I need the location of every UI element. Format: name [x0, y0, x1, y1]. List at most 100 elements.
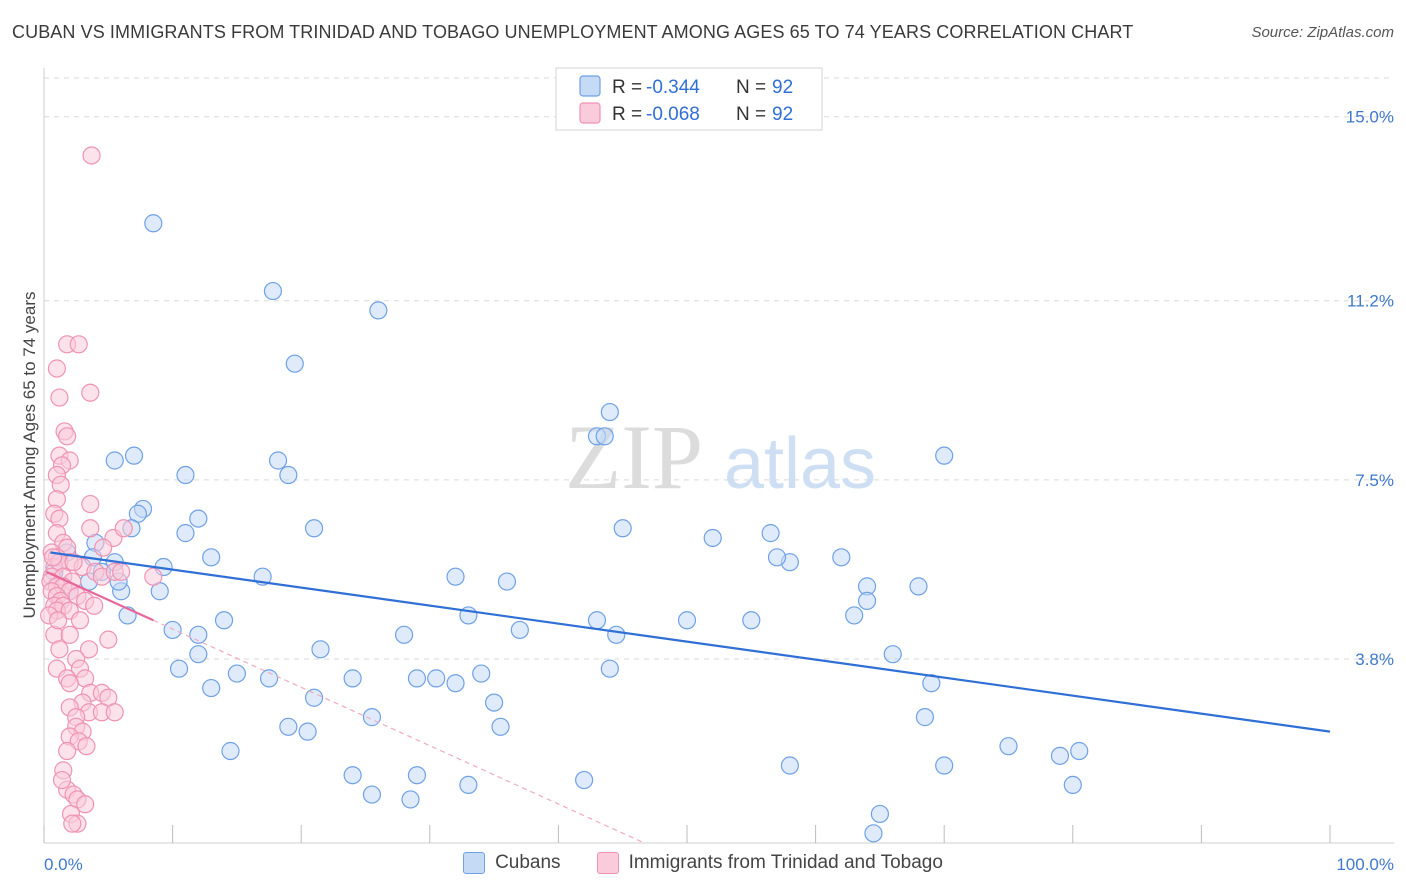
- x-tick-label-right: 100.0%: [1336, 855, 1394, 874]
- trend-lines: [46, 551, 1331, 844]
- point-cubans: [497, 572, 517, 591]
- point-cubans: [1050, 746, 1070, 765]
- point-cubans: [176, 524, 195, 543]
- point-cubans: [915, 708, 935, 727]
- point-trinidad: [105, 703, 124, 722]
- point-cubans: [227, 664, 246, 683]
- point-cubans: [343, 669, 362, 688]
- stats-legend: R = -0.344 N = 92 R = -0.068 N = 92: [555, 67, 823, 131]
- point-cubans: [446, 567, 465, 586]
- point-cubans: [864, 824, 883, 843]
- legend-item-cubans[interactable]: Cubans: [463, 852, 561, 874]
- point-cubans: [677, 611, 697, 630]
- y-tick-label: 7.5%: [1355, 471, 1394, 490]
- point-cubans: [259, 669, 279, 688]
- stats-n-value: 92: [772, 104, 793, 125]
- point-cubans: [202, 548, 221, 567]
- point-cubans: [1070, 741, 1089, 761]
- point-cubans: [767, 548, 787, 567]
- point-cubans: [105, 451, 124, 470]
- point-trinidad: [50, 388, 69, 407]
- point-cubans: [394, 625, 414, 644]
- gridlines: [44, 77, 1394, 660]
- point-trinidad: [58, 741, 77, 761]
- watermark: ZIP atlas: [565, 406, 876, 508]
- point-cubans: [459, 775, 478, 794]
- point-cubans: [703, 528, 722, 548]
- stats-r-value: -0.344: [646, 77, 700, 98]
- chart-title: CUBAN VS IMMIGRANTS FROM TRINIDAD AND TO…: [12, 22, 1134, 42]
- point-cubans: [1063, 775, 1082, 794]
- point-cubans: [362, 785, 382, 804]
- point-trinidad: [60, 674, 79, 693]
- point-cubans: [832, 548, 851, 567]
- point-cubans: [362, 708, 382, 727]
- legend-label-cubans: Cubans: [495, 852, 561, 873]
- point-trinidad: [114, 519, 133, 538]
- watermark-zip: ZIP: [565, 406, 703, 508]
- point-cubans: [163, 620, 182, 640]
- point-trinidad: [47, 359, 66, 378]
- legend-swatch-cubans: [463, 852, 486, 874]
- legend-swatch-trinidad: [596, 852, 619, 874]
- point-cubans: [169, 659, 189, 678]
- point-cubans: [279, 717, 298, 736]
- point-cubans: [607, 625, 626, 644]
- legend-item-trinidad[interactable]: Immigrants from Trinidad and Tobago: [596, 852, 943, 874]
- point-cubans: [401, 790, 420, 809]
- point-trinidad: [79, 640, 99, 659]
- point-cubans: [176, 465, 195, 485]
- point-cubans: [124, 446, 144, 465]
- point-cubans: [600, 402, 619, 422]
- point-trinidad: [81, 383, 100, 402]
- point-cubans: [189, 509, 208, 528]
- point-trinidad: [60, 625, 79, 644]
- point-trinidad: [43, 548, 63, 567]
- point-trinidad: [76, 795, 95, 814]
- point-cubans: [780, 756, 799, 775]
- stats-r-label: R =: [612, 104, 642, 125]
- point-cubans: [935, 446, 954, 465]
- point-trinidad: [85, 596, 104, 615]
- point-cubans: [883, 645, 902, 664]
- source-credit: Source: ZipAtlas.com: [1251, 24, 1394, 41]
- point-cubans: [491, 717, 510, 736]
- legend-label-trinidad: Immigrants from Trinidad and Tobago: [628, 852, 943, 873]
- point-trinidad: [58, 427, 77, 446]
- point-cubans: [485, 693, 504, 712]
- trend-line-trinidad: [46, 570, 154, 622]
- point-trinidad: [69, 335, 88, 354]
- point-cubans: [446, 674, 465, 693]
- point-cubans: [407, 669, 427, 688]
- point-cubans: [221, 741, 240, 761]
- point-trinidad: [82, 146, 101, 165]
- point-cubans: [369, 301, 388, 320]
- point-trinidad: [99, 630, 118, 649]
- point-trinidad: [94, 538, 113, 557]
- point-cubans: [587, 611, 607, 630]
- point-cubans: [845, 606, 864, 625]
- point-cubans: [189, 625, 208, 644]
- point-trinidad: [81, 519, 100, 538]
- point-cubans: [298, 722, 317, 741]
- point-cubans: [935, 756, 954, 775]
- point-cubans: [909, 577, 928, 596]
- point-cubans: [304, 519, 324, 538]
- point-cubans: [268, 451, 288, 470]
- y-tick-label: 11.2%: [1347, 292, 1394, 311]
- stats-n-label: N =: [736, 77, 766, 98]
- tick-labels: 3.8% 7.5% 11.2% 15.0% 0.0% 100.0%: [44, 108, 1394, 874]
- axes: [43, 68, 1394, 844]
- stats-swatch: [579, 75, 601, 97]
- point-trinidad: [81, 494, 100, 514]
- point-cubans: [472, 664, 491, 683]
- stats-n-value: 92: [772, 77, 793, 98]
- point-cubans: [427, 669, 446, 688]
- point-cubans: [407, 766, 427, 785]
- watermark-atlas: atlas: [724, 424, 876, 504]
- point-cubans: [202, 678, 221, 698]
- point-cubans: [343, 766, 362, 785]
- point-cubans: [214, 611, 234, 630]
- point-trinidad: [64, 553, 83, 572]
- point-cubans: [600, 659, 619, 678]
